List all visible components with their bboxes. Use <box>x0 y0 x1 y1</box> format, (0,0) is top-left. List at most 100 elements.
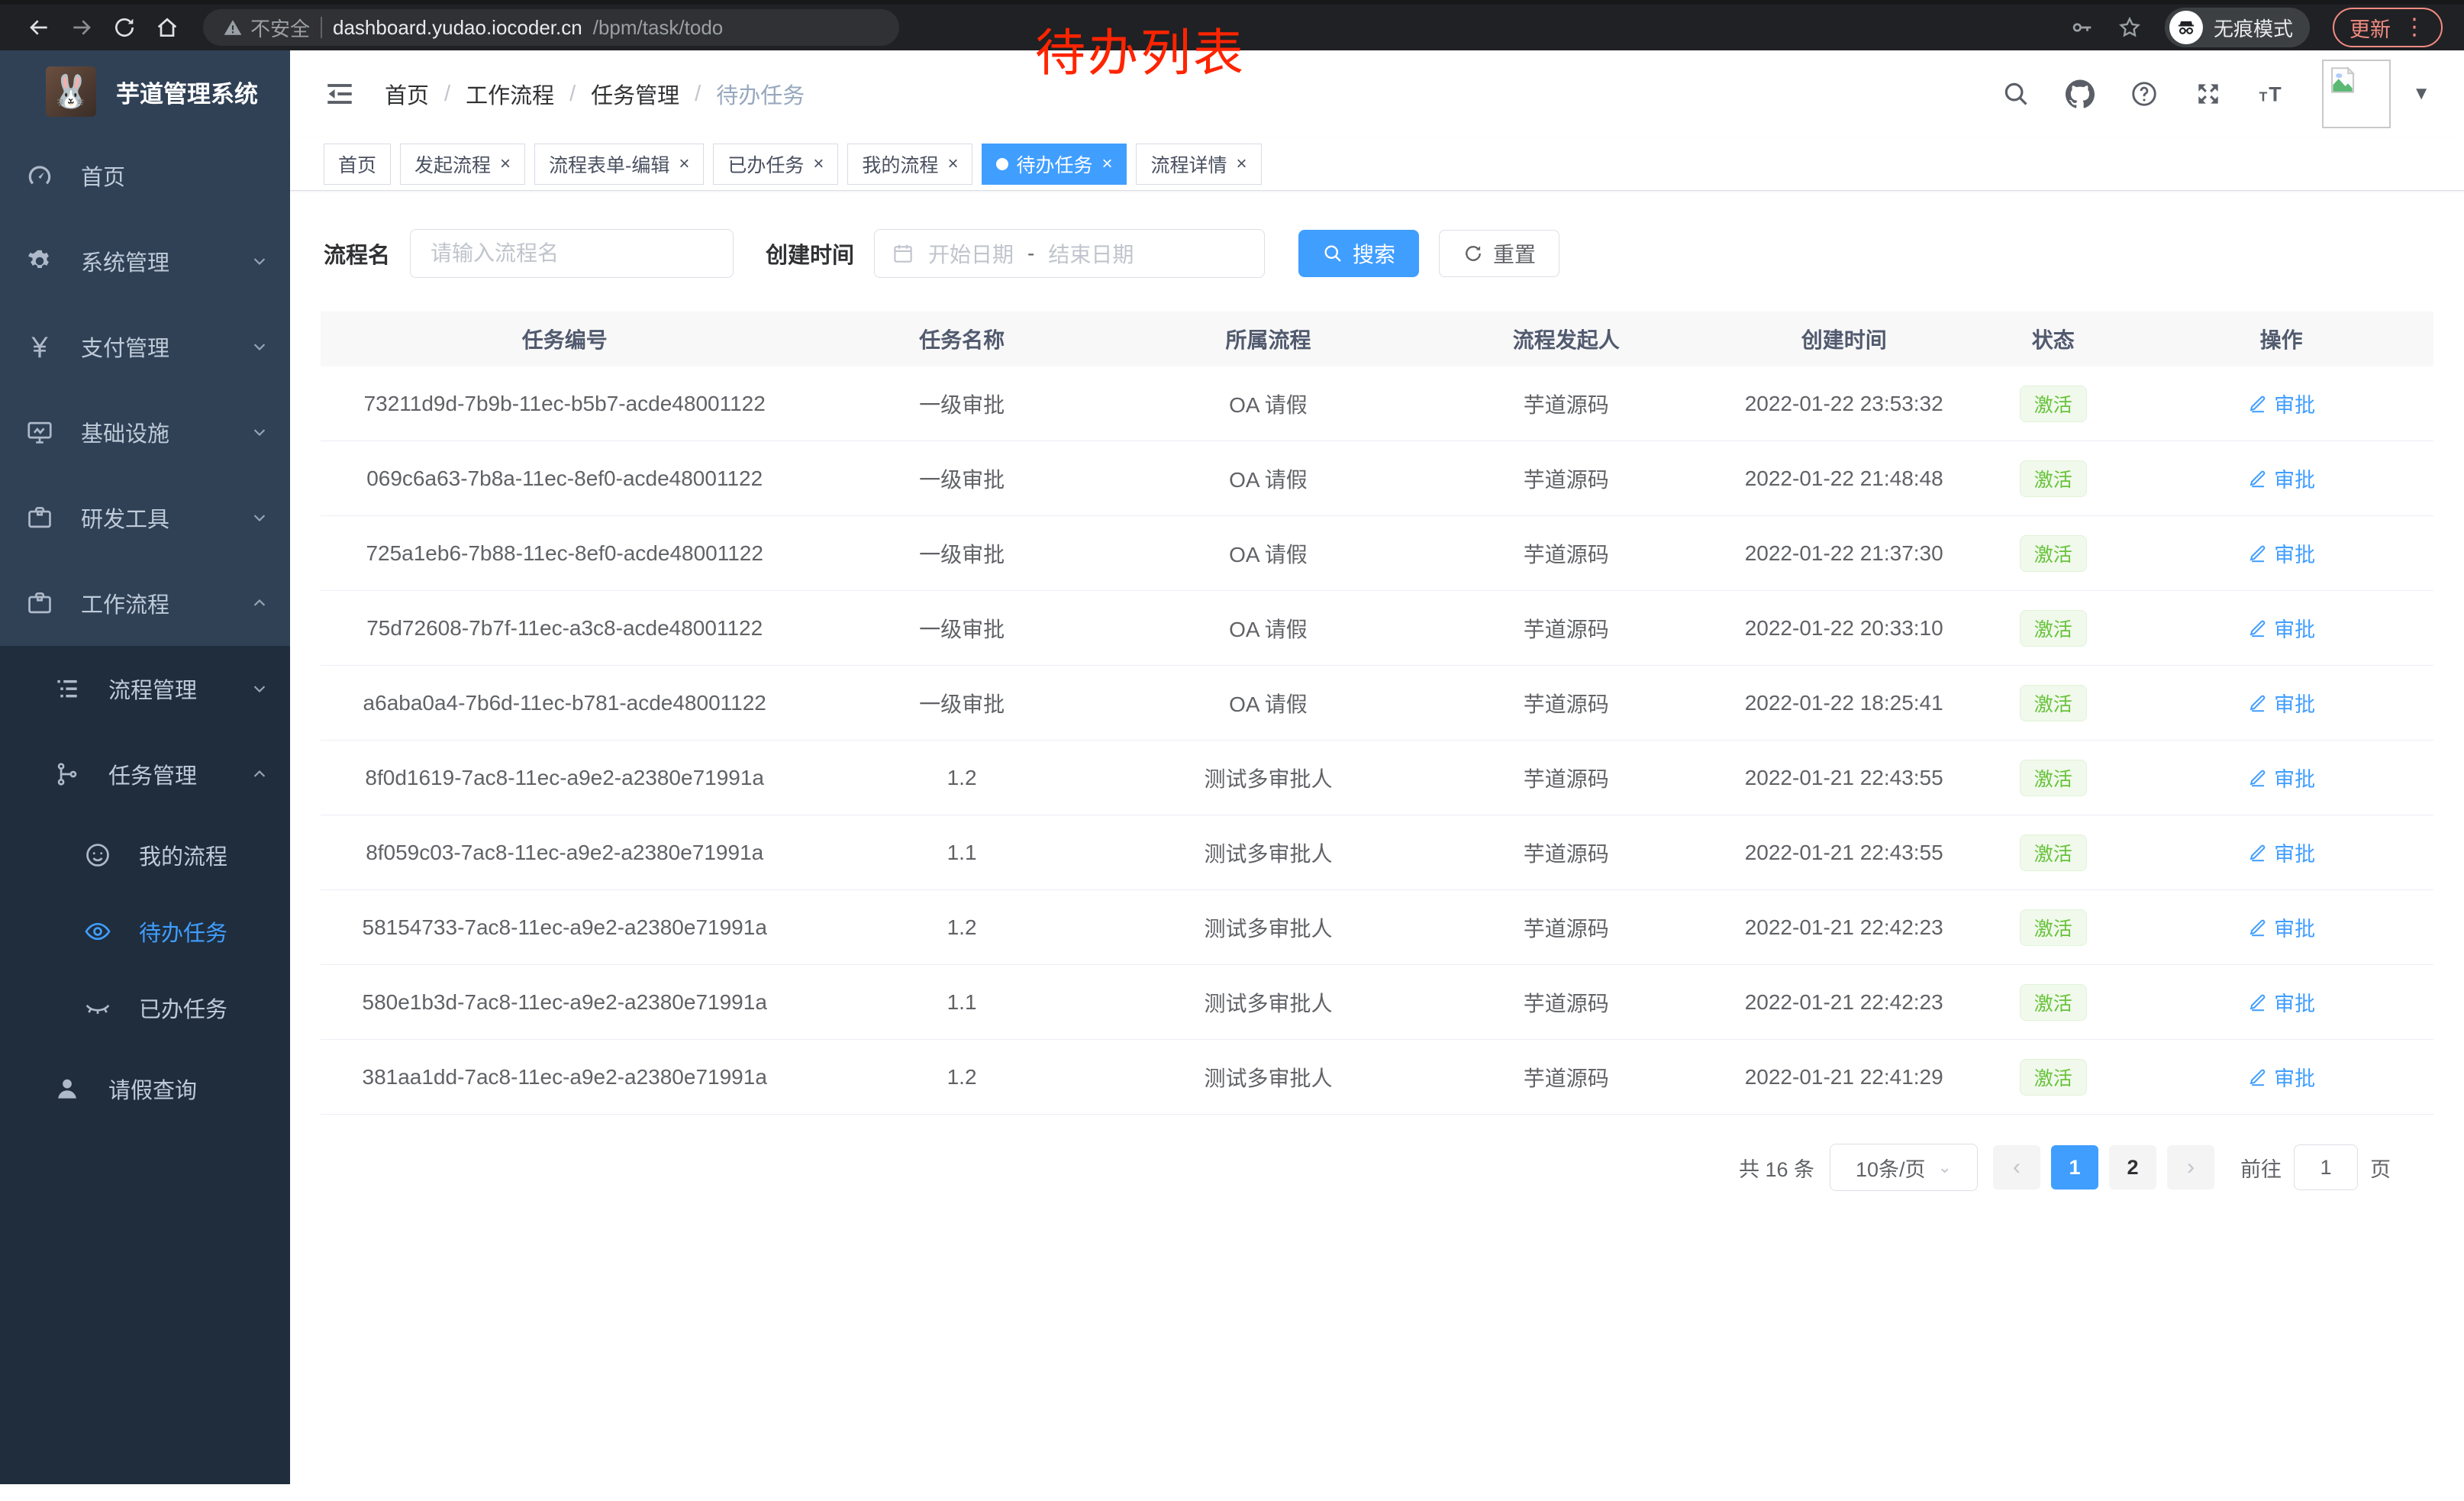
approve-button[interactable]: 审批 <box>2247 987 2315 1017</box>
home-icon[interactable] <box>150 10 185 45</box>
tab-start-process[interactable]: 发起流程 × <box>400 143 526 185</box>
page-button-2[interactable]: 2 <box>2109 1145 2156 1190</box>
approve-button[interactable]: 审批 <box>2247 688 2315 718</box>
approve-button[interactable]: 审批 <box>2247 389 2315 418</box>
sidebar-item-task-mgmt[interactable]: 任务管理 <box>0 731 290 817</box>
breadcrumb-home[interactable]: 首页 <box>385 84 430 108</box>
cell-process: 测试多审批人 <box>1204 991 1333 1015</box>
github-icon[interactable] <box>2066 79 2095 108</box>
chevron-down-icon: ⌄ <box>1937 1157 1952 1177</box>
tab-done-task[interactable]: 已办任务 × <box>713 143 839 185</box>
help-icon[interactable] <box>2130 79 2159 108</box>
browser-menu-icon[interactable]: ⋮ <box>2403 15 2426 40</box>
close-icon[interactable]: × <box>1101 153 1113 174</box>
approve-button[interactable]: 审批 <box>2247 763 2315 792</box>
tab-label: 我的流程 <box>862 154 939 176</box>
prev-page-button[interactable]: ‹ <box>1993 1145 2040 1190</box>
date-range-picker[interactable]: 开始日期 - 结束日期 <box>874 229 1266 278</box>
sidebar-item-workflow[interactable]: 工作流程 <box>0 560 290 646</box>
page-size-select[interactable]: 10条/页 ⌄ <box>1830 1144 1978 1191</box>
table-row: 069c6a63-7b8a-11ec-8ef0-acde48001122 一级审… <box>321 441 2433 516</box>
approve-button[interactable]: 审批 <box>2247 912 2315 942</box>
sidebar-item-leave-query[interactable]: 请假查询 <box>0 1046 290 1131</box>
edit-icon <box>2250 770 2266 786</box>
cell-action: 审批 <box>2129 463 2433 494</box>
update-button[interactable]: 更新 ⋮ <box>2333 8 2443 47</box>
sidebar-item-done-task[interactable]: 已办任务 <box>0 970 290 1046</box>
reload-icon[interactable] <box>107 10 142 45</box>
status-badge: 激活 <box>2019 534 2087 572</box>
incognito-icon <box>2169 11 2203 44</box>
tab-process-detail[interactable]: 流程详情 × <box>1136 143 1262 185</box>
briefcase-icon <box>23 589 56 618</box>
next-page-button[interactable]: › <box>2167 1145 2214 1190</box>
cell-status: 激活 <box>1977 609 2129 647</box>
tab-home[interactable]: 首页 <box>324 143 392 185</box>
tab-label: 流程详情 <box>1150 154 1227 176</box>
sidebar-item-payment[interactable]: 支付管理 <box>0 304 290 389</box>
sidebar-item-home[interactable]: 首页 <box>0 133 290 218</box>
approve-button[interactable]: 审批 <box>2247 838 2315 867</box>
reset-button[interactable]: 重置 <box>1439 230 1560 277</box>
page-button-1[interactable]: 1 <box>2051 1145 2098 1190</box>
cell-task-id: 8f0d1619-7ac8-11ec-a9e2-a2380e71991a <box>365 765 764 789</box>
bookmark-star-icon[interactable] <box>2117 15 2142 40</box>
tab-my-process[interactable]: 我的流程 × <box>847 143 973 185</box>
cell-task-id: 8f059c03-7ac8-11ec-a9e2-a2380e71991a <box>366 840 764 864</box>
sidebar-item-todo-task[interactable]: 待办任务 <box>0 893 290 970</box>
breadcrumb-task-mgmt[interactable]: 任务管理 <box>591 84 680 108</box>
close-icon[interactable]: × <box>679 153 690 174</box>
approve-button[interactable]: 审批 <box>2247 538 2315 568</box>
user-avatar[interactable] <box>2322 60 2391 128</box>
sidebar-item-label: 我的流程 <box>139 845 228 870</box>
status-badge: 激活 <box>2019 983 2087 1021</box>
sidebar-item-system[interactable]: 系统管理 <box>0 218 290 304</box>
approve-button[interactable]: 审批 <box>2247 463 2315 493</box>
tab-label: 发起流程 <box>414 154 492 176</box>
column-header: 所属流程 <box>1225 328 1311 352</box>
search-button[interactable]: 搜索 <box>1298 230 1420 277</box>
back-icon[interactable] <box>21 10 56 45</box>
cell-create-time: 2022-01-22 21:48:48 <box>1744 466 1943 490</box>
tab-label: 已办任务 <box>727 154 805 176</box>
key-icon[interactable] <box>2070 15 2095 40</box>
approve-button[interactable]: 审批 <box>2247 1062 2315 1092</box>
address-bar[interactable]: 不安全 dashboard.yudao.iocoder.cn/bpm/task/… <box>203 9 899 46</box>
close-icon[interactable]: × <box>500 153 511 174</box>
sidebar-item-devtools[interactable]: 研发工具 <box>0 475 290 560</box>
search-button-label: 搜索 <box>1353 243 1396 266</box>
sidebar-item-process-mgmt[interactable]: 流程管理 <box>0 646 290 731</box>
cell-action: 审批 <box>2129 987 2433 1018</box>
list-tree-icon <box>50 674 84 703</box>
page-content: 流程名 创建时间 开始日期 - 结束日期 搜索 重置 <box>290 191 2464 1501</box>
sidebar-item-my-process[interactable]: 我的流程 <box>0 817 290 893</box>
approve-button[interactable]: 审批 <box>2247 613 2315 643</box>
cell-action: 审批 <box>2129 538 2433 569</box>
logo-row[interactable]: 🐰 芋道管理系统 <box>0 50 290 133</box>
close-icon[interactable]: × <box>1236 153 1247 174</box>
process-name-input[interactable] <box>410 229 734 278</box>
sidebar-item-infra[interactable]: 基础设施 <box>0 389 290 475</box>
close-icon[interactable]: × <box>947 153 959 174</box>
forward-icon[interactable] <box>64 10 99 45</box>
chevron-down-icon[interactable]: ▼ <box>2412 83 2430 104</box>
sidebar-collapse-icon[interactable] <box>324 78 356 110</box>
cell-action: 审批 <box>2129 763 2433 793</box>
fullscreen-icon[interactable] <box>2194 79 2223 108</box>
start-date-placeholder[interactable]: 开始日期 <box>928 243 1014 266</box>
cell-create-time: 2022-01-22 18:25:41 <box>1744 690 1943 715</box>
cell-action: 审批 <box>2129 688 2433 718</box>
end-date-placeholder[interactable]: 结束日期 <box>1048 243 1134 266</box>
close-icon[interactable]: × <box>813 153 824 174</box>
process-name-label: 流程名 <box>324 244 391 268</box>
goto-page-input[interactable] <box>2294 1144 2358 1190</box>
cell-status: 激活 <box>1977 759 2129 796</box>
tab-form-edit[interactable]: 流程表单-编辑 × <box>534 143 705 185</box>
breadcrumb-workflow[interactable]: 工作流程 <box>466 84 555 108</box>
cell-process: OA 请假 <box>1229 392 1308 417</box>
search-icon[interactable] <box>2001 79 2030 108</box>
not-secure-warning[interactable]: 不安全 <box>223 14 310 42</box>
breadcrumb-separator: / <box>444 81 451 106</box>
tab-todo-task[interactable]: 待办任务 × <box>982 143 1127 185</box>
